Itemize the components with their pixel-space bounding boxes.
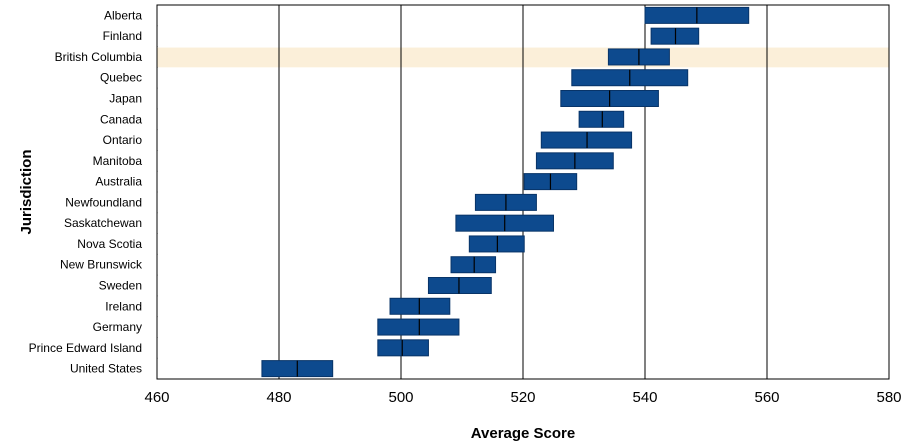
- category-label: Ireland: [105, 299, 142, 313]
- category-label: Alberta: [104, 8, 142, 22]
- x-tick-label: 460: [144, 389, 169, 406]
- x-tick-label: 520: [510, 389, 535, 406]
- category-label: Sweden: [99, 279, 142, 293]
- category-label: Australia: [95, 175, 142, 189]
- category-label: Newfoundland: [65, 195, 142, 209]
- x-tick-label: 500: [388, 389, 413, 406]
- category-label: Germany: [93, 320, 142, 334]
- category-label: Quebec: [100, 71, 142, 85]
- range-bar: [650, 27, 700, 45]
- category-label: Saskatchewan: [64, 216, 142, 230]
- range-bar: [450, 256, 497, 274]
- x-tick-label: 540: [632, 389, 657, 406]
- x-tick-label: 560: [754, 389, 779, 406]
- label-layer: 460 480 500 520 540 560 580 Alberta Finland Briti…: [29, 8, 902, 406]
- plot-frame: [156, 4, 890, 380]
- category-label: Japan: [109, 92, 142, 106]
- x-axis-title: Average Score: [471, 425, 576, 442]
- range-bar: [377, 318, 460, 336]
- x-tick-label: 580: [876, 389, 901, 406]
- x-tick-label: 480: [266, 389, 291, 406]
- category-label: Manitoba: [93, 154, 143, 168]
- range-bar: [540, 131, 633, 149]
- range-bar: [427, 277, 492, 294]
- range-bar: [578, 110, 625, 128]
- y-axis-title: Jurisdiction: [18, 149, 35, 234]
- range-bar: [377, 339, 429, 357]
- category-label: Ontario: [103, 133, 143, 147]
- range-bar: [389, 297, 451, 315]
- category-label: Nova Scotia: [77, 237, 142, 251]
- category-label: British Columbia: [55, 50, 143, 64]
- bar-layer: [261, 6, 750, 378]
- grid-layer: [157, 5, 768, 379]
- category-label: United States: [70, 362, 142, 376]
- category-label: Finland: [103, 29, 142, 43]
- category-label: New Brunswick: [60, 258, 143, 272]
- range-bar: [468, 235, 525, 253]
- category-label: Prince Edward Island: [29, 341, 142, 355]
- category-label: Canada: [100, 112, 142, 126]
